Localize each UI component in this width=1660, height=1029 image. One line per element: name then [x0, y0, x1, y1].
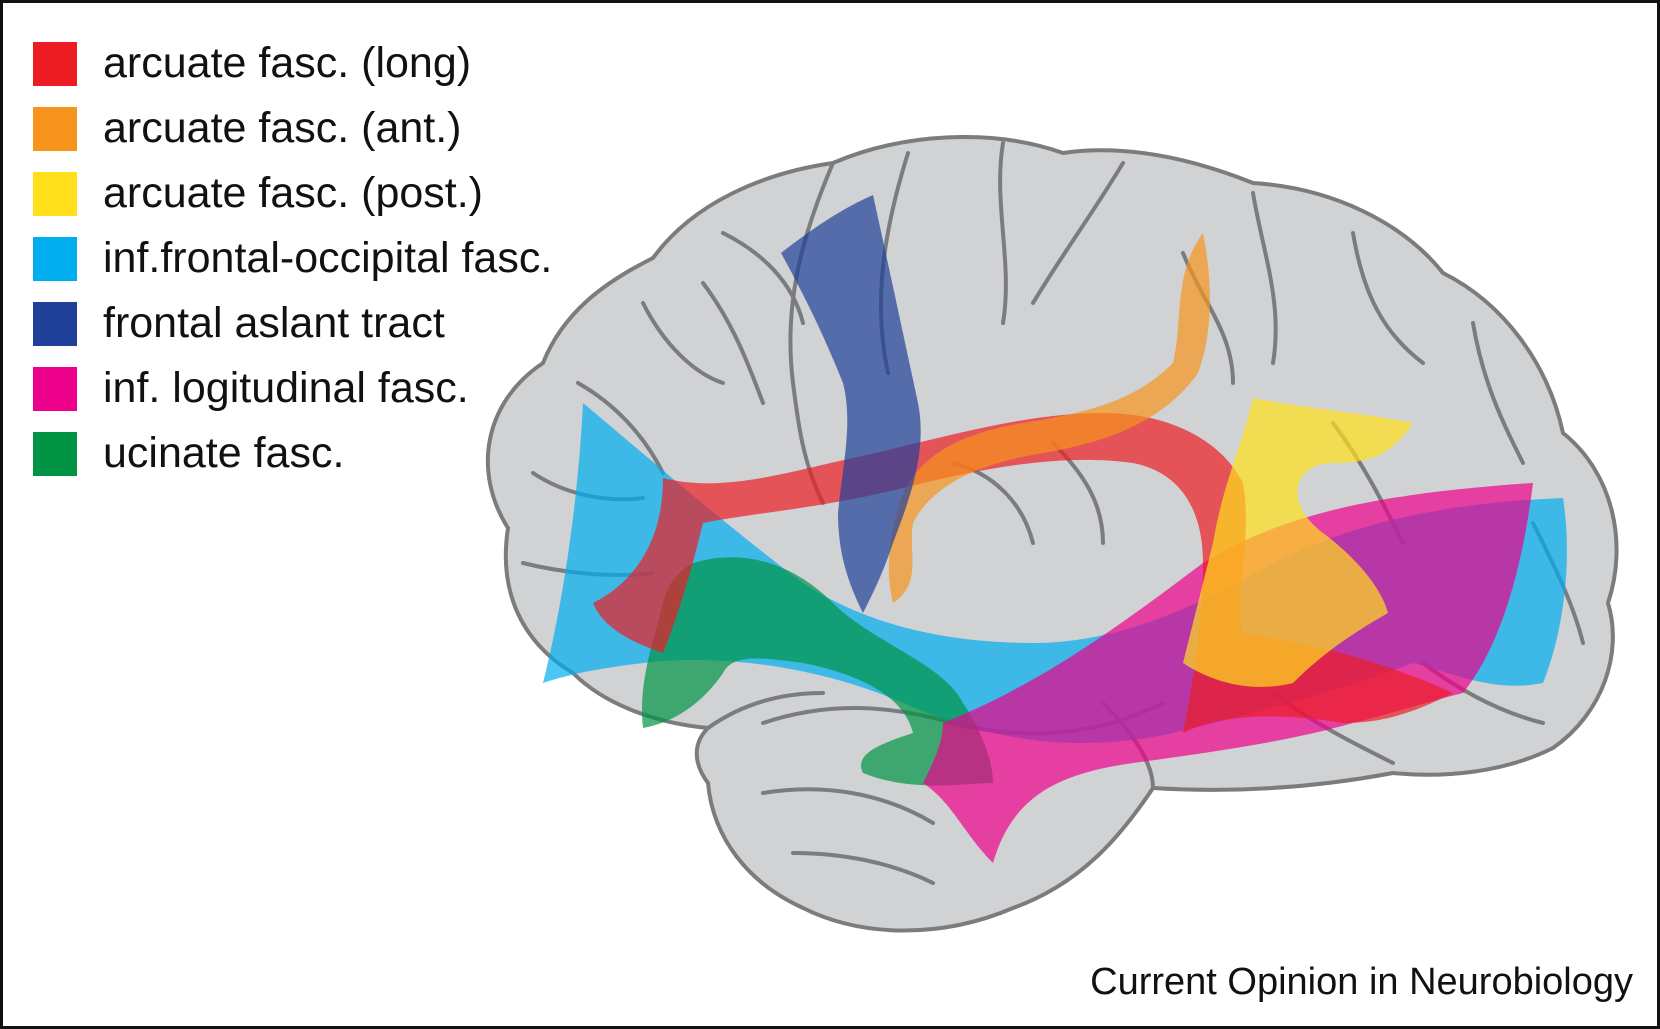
tract-frontal-aslant: [781, 195, 921, 613]
journal-credit: Current Opinion in Neurobiology: [1090, 961, 1633, 1003]
legend: arcuate fasc. (long) arcuate fasc. (ant.…: [33, 31, 552, 486]
legend-label: arcuate fasc. (long): [103, 39, 472, 87]
legend-swatch: [33, 106, 77, 151]
legend-swatch: [33, 171, 77, 216]
tract-uncinate: [642, 557, 993, 786]
legend-swatch: [33, 366, 77, 411]
legend-item-uncinate: ucinate fasc.: [33, 421, 552, 486]
tract-arcuate-posterior: [1183, 398, 1413, 687]
legend-item-ifof: inf.frontal-occipital fasc.: [33, 226, 552, 291]
legend-swatch: [33, 41, 77, 86]
brain-diagram: [485, 134, 1619, 933]
legend-swatch: [33, 431, 77, 476]
legend-item-arcuate-anterior: arcuate fasc. (ant.): [33, 96, 552, 161]
legend-item-arcuate-posterior: arcuate fasc. (post.): [33, 161, 552, 226]
legend-swatch: [33, 301, 77, 346]
legend-label: frontal aslant tract: [103, 299, 445, 347]
legend-label: arcuate fasc. (post.): [103, 169, 483, 217]
legend-item-ilf: inf. logitudinal fasc.: [33, 356, 552, 421]
legend-label: inf.frontal-occipital fasc.: [103, 234, 553, 282]
legend-label: inf. logitudinal fasc.: [103, 364, 469, 412]
legend-item-frontal-aslant: frontal aslant tract: [33, 291, 552, 356]
legend-swatch: [33, 236, 77, 281]
tract-arcuate-anterior: [888, 233, 1210, 603]
fiber-tracts: [543, 195, 1567, 863]
legend-item-arcuate-long: arcuate fasc. (long): [33, 31, 552, 96]
legend-label: arcuate fasc. (ant.): [103, 104, 462, 152]
legend-label: ucinate fasc.: [103, 429, 345, 477]
